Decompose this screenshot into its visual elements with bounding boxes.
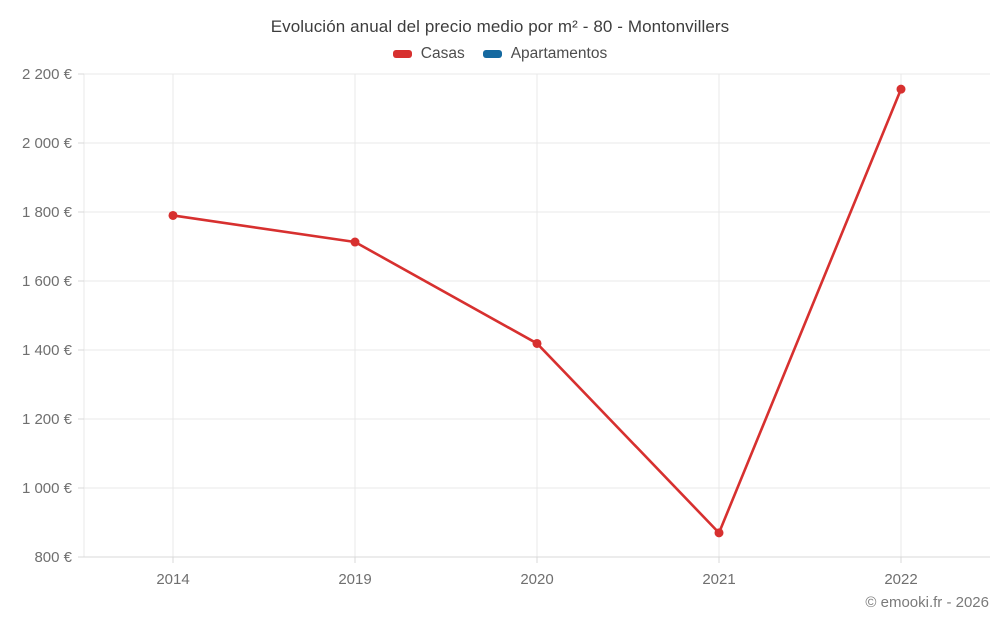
legend-item-apartamentos[interactable]: Apartamentos (482, 45, 608, 63)
x-tick-label: 2014 (156, 571, 189, 588)
x-tick-label: 2022 (884, 571, 917, 588)
x-tick-label: 2021 (702, 571, 735, 588)
casas-series-swatch (392, 50, 412, 58)
y-tick-label: 2 000 € (22, 135, 73, 152)
chart-title: Evolución anual del precio medio por m² … (270, 17, 730, 36)
chart-legend: Casas Apartamentos (0, 45, 1000, 63)
y-tick-label: 2 200 € (22, 66, 73, 83)
data-point-2019[interactable] (350, 237, 360, 247)
y-tick-label: 1 600 € (22, 273, 73, 290)
casas-legend-label: Casas (420, 45, 465, 62)
data-point-2021[interactable] (714, 528, 724, 538)
y-tick-label: 1 000 € (22, 480, 73, 497)
apartamentos-series-swatch (482, 50, 502, 58)
x-tick-label: 2020 (520, 571, 553, 588)
copyright-watermark: © emooki.fr - 2026 (865, 594, 989, 611)
y-tick-label: 1 800 € (22, 204, 73, 221)
data-point-2020[interactable] (532, 338, 542, 348)
y-tick-label: 800 € (34, 549, 72, 566)
data-point-2014[interactable] (168, 210, 178, 220)
legend-item-casas[interactable]: Casas (392, 45, 465, 63)
x-tick-label: 2019 (338, 571, 371, 588)
data-point-2022[interactable] (896, 84, 906, 94)
apartamentos-legend-label: Apartamentos (510, 45, 608, 62)
y-tick-label: 1 400 € (22, 342, 73, 359)
y-tick-label: 1 200 € (22, 411, 73, 428)
